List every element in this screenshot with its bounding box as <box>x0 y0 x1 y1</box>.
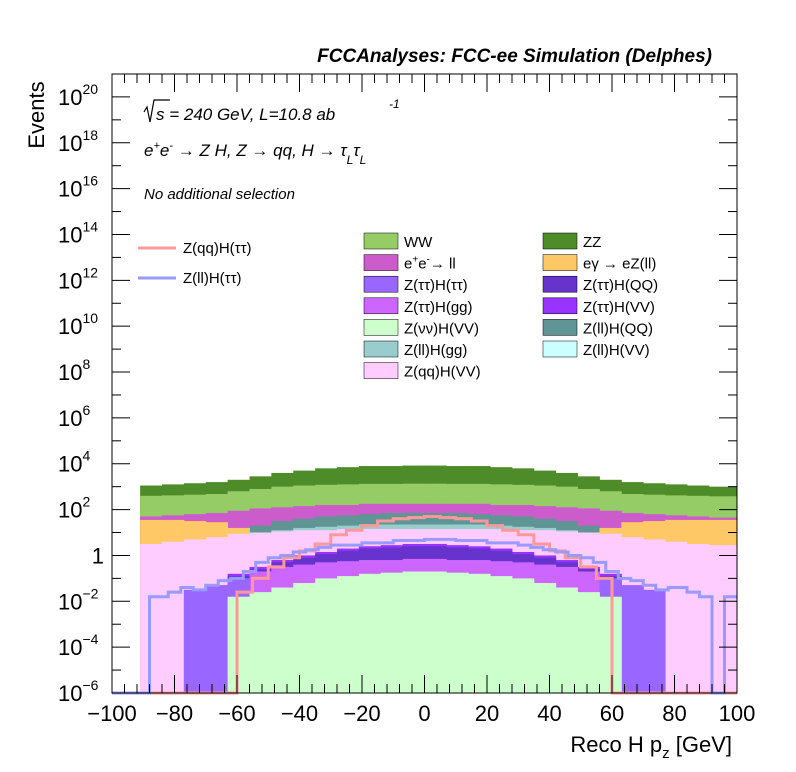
stack-bin <box>643 589 666 693</box>
stack-bin <box>205 585 229 693</box>
stack-bin <box>468 573 491 693</box>
stack-bin <box>140 543 163 693</box>
svg-text:e+e- → Z H, Z → qq, H → τLτL: e+e- → Z H, Z → qq, H → τLτL <box>144 140 366 167</box>
stack-bin <box>621 585 644 693</box>
legend-label: Z(ll)H(gg) <box>404 342 467 359</box>
legend-swatch <box>363 275 399 293</box>
legend-label: Z(ll)H(VV) <box>583 342 650 359</box>
stack-bin <box>315 578 338 693</box>
stack-bin <box>665 541 688 693</box>
stack-bin <box>358 573 382 693</box>
legend-label: WW <box>404 234 433 251</box>
x-tick-label: 80 <box>662 701 686 726</box>
y-tick-label: 1018 <box>58 127 98 156</box>
stack-bin <box>490 576 513 693</box>
stack-bin <box>293 582 316 693</box>
y-tick-label: 108 <box>58 356 90 385</box>
x-tick-label: −40 <box>281 701 318 726</box>
stack-bin <box>446 572 469 693</box>
stack-bin <box>402 571 425 693</box>
y-tick-label: 106 <box>58 402 90 431</box>
x-axis-label: Reco H pz [GeV] <box>570 732 732 762</box>
legend-label: Z(ll)H(ττ) <box>183 270 242 287</box>
legend-swatch <box>363 340 399 358</box>
axis-ticks: −100 −80 −60 −40 −20 0 20 40 60 80 100 10−6 10−4 10−2… <box>58 73 756 726</box>
y-tick-label: 10−4 <box>58 631 99 660</box>
legend-label: Z(ll)H(QQ) <box>583 320 653 337</box>
x-tick-label: 20 <box>475 701 499 726</box>
legend-label: Z(νν)H(VV) <box>404 320 479 337</box>
x-tick-label: 0 <box>418 701 430 726</box>
annotation-selection: No additional selection <box>144 186 295 203</box>
legend-label: Z(ττ)H(ττ) <box>404 277 468 294</box>
y-tick-label: 10−6 <box>58 677 99 706</box>
legend-label: Z(ττ)H(gg) <box>404 299 473 316</box>
x-tick-label: −100 <box>87 701 137 726</box>
stack-bin <box>555 587 579 693</box>
annotation-process: e+e- → Z H, Z → qq, H → τLτL <box>144 140 366 167</box>
stack-bin <box>730 545 738 693</box>
stack-bin <box>249 592 272 693</box>
stack-bin <box>380 572 404 693</box>
stack-bin <box>271 587 294 693</box>
y-tick-label: 1014 <box>58 218 98 247</box>
chart-title: FCCAnalyses: FCC-ee Simulation (Delphes) <box>317 46 712 67</box>
legend-swatch <box>363 319 399 336</box>
stack-bin <box>337 576 360 693</box>
stack-bin <box>424 571 447 693</box>
y-tick-label: 1020 <box>58 81 98 110</box>
legend-swatch <box>542 297 578 315</box>
legend-swatch <box>542 340 578 358</box>
stack-bin <box>577 592 600 693</box>
stack-bin <box>227 596 250 693</box>
legend-swatch <box>542 319 578 336</box>
x-tick-label: 100 <box>719 701 756 726</box>
svg-text:s = 240 GeV, L=10.8 ab: s = 240 GeV, L=10.8 ab <box>156 105 335 124</box>
y-tick-label: 1010 <box>58 310 98 339</box>
legend-label: ZZ <box>583 234 601 251</box>
y-tick-label: 104 <box>58 448 90 477</box>
y-tick-label: 1012 <box>58 264 98 293</box>
x-tick-label: −60 <box>218 701 255 726</box>
legend-label: eγ → eZ(ll) <box>583 256 656 273</box>
legend-label: Z(ττ)H(QQ) <box>583 277 658 294</box>
y-tick-label: 1016 <box>58 173 98 202</box>
overlay-histograms <box>112 514 737 695</box>
legend-swatch <box>542 232 578 250</box>
y-tick-label: 10−2 <box>58 585 99 614</box>
stack-bin <box>162 541 185 693</box>
svg-text:-1: -1 <box>389 97 400 111</box>
annotation-energy: s = 240 GeV, L=10.8 ab -1 <box>143 97 400 124</box>
stack-bin <box>533 582 557 693</box>
legend-swatch <box>542 275 578 293</box>
legend-swatch <box>542 254 578 271</box>
legend-swatch <box>363 232 399 250</box>
stack-bin <box>687 543 710 693</box>
legend-label: Z(qq)H(VV) <box>404 364 481 381</box>
y-tick-label: 1 <box>92 543 104 568</box>
legend-label: Z(ττ)H(VV) <box>583 299 655 316</box>
stack-bin <box>183 589 207 693</box>
stack-bin <box>512 578 535 693</box>
legend-swatch <box>363 362 399 379</box>
x-tick-label: −20 <box>343 701 380 726</box>
legend-swatch <box>363 297 399 315</box>
legend-swatch <box>363 254 399 271</box>
x-tick-label: −80 <box>156 701 193 726</box>
x-tick-label: 60 <box>600 701 624 726</box>
overlay-z-ll-h- <box>112 537 737 695</box>
legend-label: e+e-→ ll <box>404 255 456 273</box>
legend-label: Z(qq)H(ττ) <box>183 240 252 257</box>
stack-z-h-vv- <box>227 571 622 693</box>
legend: Z(qq)H(ττ) Z(ll)H(ττ) WW e+e-→ ll Z(ττ)H(ττ)… <box>138 232 658 381</box>
y-tick-label: 102 <box>58 494 90 523</box>
y-axis-label: Events <box>24 81 49 148</box>
x-tick-label: 40 <box>537 701 561 726</box>
